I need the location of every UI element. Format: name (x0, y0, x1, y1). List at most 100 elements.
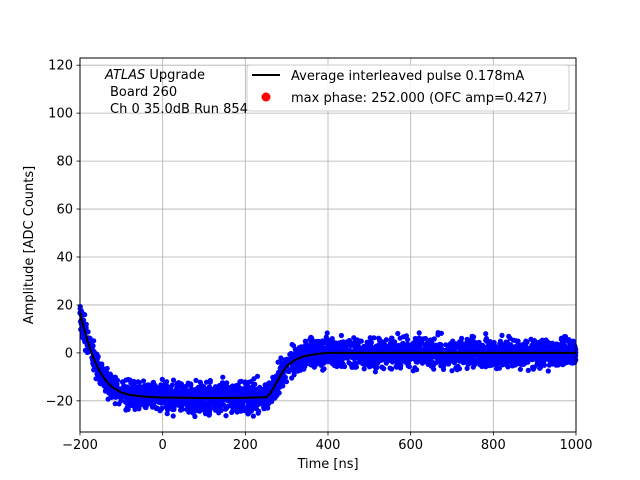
sample-point (245, 407, 252, 413)
sample-point (427, 340, 433, 346)
sample-point (389, 366, 395, 372)
sample-point (333, 360, 339, 366)
sample-point (431, 366, 437, 372)
sample-point (131, 378, 137, 385)
sample-point (207, 377, 213, 384)
sample-point (438, 342, 444, 348)
sample-point (348, 343, 354, 349)
sample-point (443, 342, 449, 348)
sample-point (327, 343, 333, 349)
y-tick-label: 100 (48, 107, 73, 122)
sample-point (308, 334, 314, 340)
sample-point (504, 346, 510, 352)
sample-point (153, 405, 159, 412)
sample-point (550, 341, 556, 347)
annotation-atlas: ATLAS (104, 68, 145, 83)
sample-point (249, 398, 255, 404)
sample-point (295, 363, 301, 369)
legend-entry-average: Average interleaved pulse 0.178mA (291, 69, 524, 84)
sample-point (362, 362, 368, 368)
sample-point (110, 379, 116, 385)
sample-point (249, 386, 255, 392)
sample-point (190, 399, 196, 405)
sample-point (351, 335, 357, 341)
sample-point (427, 347, 433, 353)
sample-point (394, 345, 400, 351)
sample-point (371, 335, 377, 341)
sample-point (417, 337, 423, 343)
sample-point (358, 338, 364, 344)
sample-point (102, 371, 108, 377)
sample-point (316, 344, 323, 350)
sample-point (322, 339, 328, 346)
sample-point (372, 369, 378, 375)
sample-point (126, 387, 132, 393)
sample-point (274, 392, 280, 398)
sample-point (315, 338, 322, 344)
sample-point (82, 312, 88, 318)
sample-point (251, 392, 257, 398)
average-pulse-line (79, 311, 576, 399)
sample-point (342, 352, 348, 358)
annotation-text: ATLAS Upgrade Board 260 Ch 0 35.0dB Run … (104, 68, 248, 117)
sample-point (507, 335, 513, 341)
sample-point (224, 405, 230, 411)
sample-point (497, 341, 503, 347)
sample-point (372, 365, 379, 371)
sample-point (199, 392, 205, 398)
sample-point (416, 330, 422, 336)
sample-point (112, 374, 118, 380)
sample-point (242, 380, 248, 387)
sample-point (237, 386, 243, 392)
sample-point (367, 335, 373, 341)
sample-point (433, 360, 439, 366)
sample-point (415, 345, 421, 351)
sample-point (410, 355, 416, 361)
sample-point (232, 404, 238, 410)
sample-point (112, 401, 118, 407)
y-axis-label: Amplitude [ADC Counts] (22, 166, 37, 324)
sample-point (226, 385, 232, 391)
svg-text:ATLAS Upgrade: ATLAS Upgrade (104, 68, 205, 83)
sample-point (78, 326, 84, 333)
sample-point (363, 347, 369, 353)
sample-point (567, 341, 573, 347)
x-axis-label: Time [ns] (296, 457, 358, 472)
sample-point (169, 392, 175, 398)
sample-point (570, 360, 576, 366)
sample-point (298, 346, 304, 352)
sample-point (449, 368, 455, 374)
sample-point (135, 379, 141, 385)
sample-point (253, 387, 259, 393)
sample-point (308, 357, 314, 363)
sample-point (410, 344, 416, 350)
sample-point (262, 382, 268, 388)
sample-point (524, 354, 530, 360)
sample-point (505, 364, 511, 370)
legend-box (246, 64, 570, 112)
sample-point (203, 408, 209, 414)
sample-point (545, 339, 551, 345)
sample-point (252, 381, 258, 387)
sample-point (389, 335, 395, 341)
sample-point (289, 375, 295, 381)
y-tick-label: 60 (56, 203, 73, 218)
sample-point (537, 365, 543, 371)
sample-point (145, 382, 151, 388)
sample-point (282, 374, 288, 380)
sample-point (116, 401, 122, 407)
sample-point (184, 406, 190, 412)
sample-point (325, 356, 331, 362)
y-tick-label: 120 (48, 59, 73, 74)
sample-point (255, 410, 261, 416)
sample-point (254, 402, 260, 408)
sample-point (332, 354, 339, 360)
x-tick-label: 1000 (559, 438, 592, 453)
sample-point (162, 381, 168, 387)
legend-entry-max-phase: max phase: 252.000 (OFC amp=0.427) (291, 91, 547, 106)
sample-point (459, 341, 465, 347)
sample-point (188, 382, 194, 388)
sample-point (284, 368, 290, 374)
x-tick-label: −200 (62, 438, 98, 453)
sample-point (483, 355, 490, 361)
